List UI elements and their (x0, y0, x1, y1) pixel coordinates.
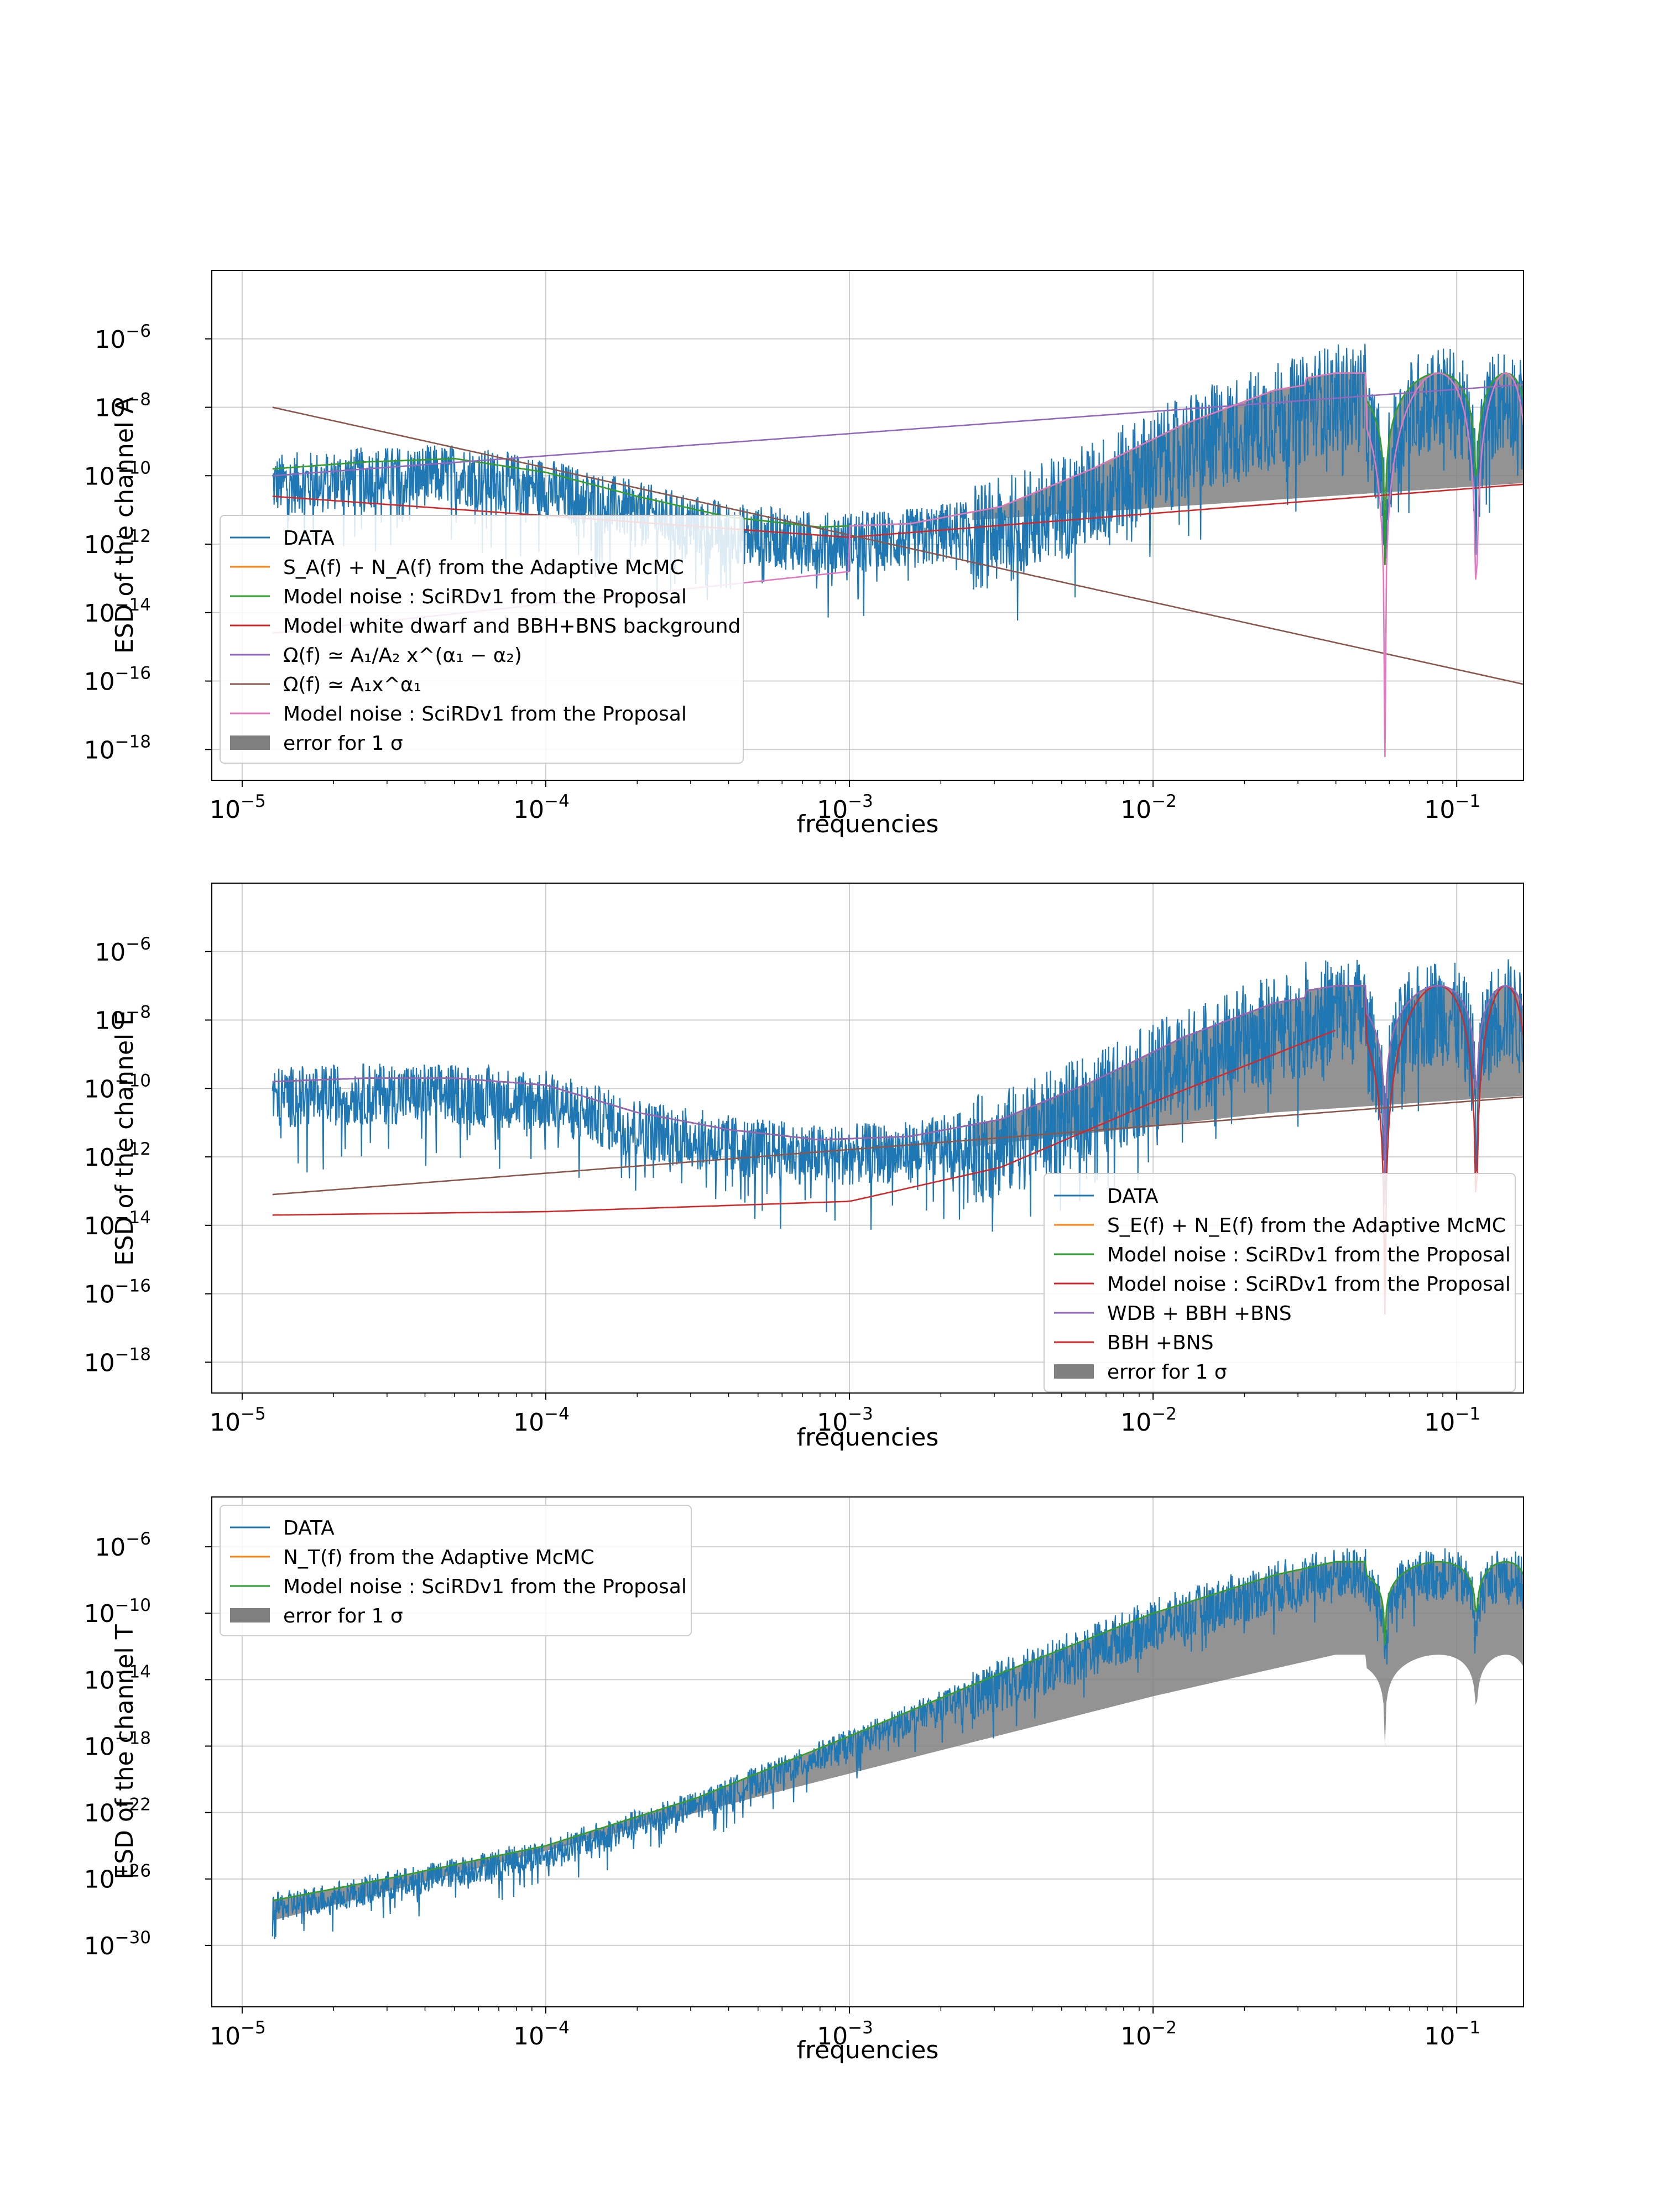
legend-entry: error for 1 σ (283, 1605, 403, 1627)
legend-entry: DATA (283, 1517, 335, 1540)
legend-e: DATA S_E(f) + N_E(f) from the Adaptive Mc… (1044, 1173, 1516, 1392)
x-tick-label: 10−5 (210, 2018, 266, 2051)
series-data (272, 1548, 1524, 1939)
legend-entry: Model noise : SciRDv1 from the Proposal (283, 586, 687, 608)
y-axis-label-a: ESD of the channel A (111, 397, 139, 654)
series-line (272, 985, 1524, 1178)
legend-entry: Model noise : SciRDv1 from the Proposal (283, 1575, 687, 1598)
legend-entry: S_A(f) + N_A(f) from the Adaptive McMC (283, 556, 684, 579)
series-line (272, 1561, 1524, 1902)
y-tick-label: 10−6 (95, 934, 151, 967)
legend-frame (220, 1505, 692, 1636)
legend-entry: BBH +BNS (1107, 1332, 1214, 1354)
x-axis-label-a: frequencies (797, 810, 939, 838)
x-axis-label-t: frequencies (797, 2036, 939, 2064)
legend-entry: error for 1 σ (283, 732, 403, 755)
x-axis-label-e: frequencies (797, 1423, 939, 1452)
legend-t: DATA N_T(f) from the Adaptive McMC Model n… (220, 1505, 692, 1636)
legend-entry: DATA (1107, 1185, 1159, 1208)
legend-frame (220, 515, 744, 764)
legend-entry: DATA (283, 527, 335, 550)
legend-entry: Model noise : SciRDv1 from the Proposal (1107, 1273, 1511, 1296)
legend-entry: error for 1 σ (1107, 1361, 1227, 1384)
y-axis-label-t: ESD of the channel T (111, 1624, 139, 1879)
y-axis-label-e: ESD of the channel E (111, 1010, 139, 1266)
legend-swatch (1054, 1364, 1094, 1379)
legend-entry: N_T(f) from the Adaptive McMC (283, 1546, 594, 1569)
legend-entry: S_E(f) + N_E(f) from the Adaptive McMC (1107, 1214, 1506, 1237)
axes-frame-t (211, 1496, 1524, 2007)
legend-entry: WDB + BBH +BNS (1107, 1302, 1292, 1325)
series-line (272, 1096, 1524, 1196)
series-line (272, 483, 1524, 538)
legend-entry: Ω(f) ≃ A₁/A₂ x^(α₁ − α₂) (283, 644, 522, 667)
series-line (272, 406, 1524, 685)
y-tick-label: 10−10 (84, 1071, 151, 1103)
legend-swatch (230, 735, 270, 750)
axes-frame-e (211, 883, 1524, 1394)
series-line (272, 383, 1524, 477)
series-data (272, 343, 1524, 621)
legend-frame (1044, 1173, 1516, 1392)
legend-swatch (230, 1608, 270, 1623)
legend-entry: Model noise : SciRDv1 from the Proposal (1107, 1244, 1511, 1266)
axes-frame-a (211, 270, 1524, 781)
series-line (272, 1029, 1336, 1216)
y-tick-label: 10−26 (84, 1861, 151, 1894)
series-data (272, 959, 1524, 1232)
legend-entry: Ω(f) ≃ A₁x^α₁ (283, 674, 421, 696)
legend-entry: Model noise : SciRDv1 from the Proposal (283, 703, 687, 726)
legend-entry: Model white dwarf and BBH+BNS background (283, 615, 740, 638)
legend-a: DATA S_A(f) + N_A(f) from the Adaptive Mc… (220, 515, 744, 764)
